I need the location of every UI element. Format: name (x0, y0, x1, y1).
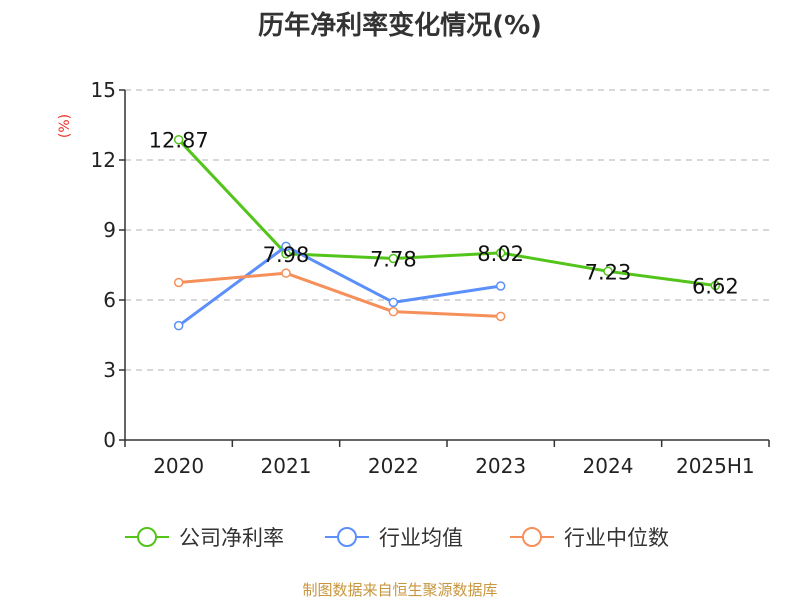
x-tick-label: 2024 (583, 454, 634, 478)
legend-marker-circle (137, 527, 157, 547)
data-point (495, 248, 506, 258)
legend-item: 行业均值 (325, 526, 463, 550)
data-label: 12.87 (149, 129, 209, 153)
data-label: 7.98 (263, 243, 310, 267)
data-label: 7.23 (585, 260, 632, 284)
chart-title: 历年净利率变化情况(%) (258, 10, 542, 41)
legend-label: 行业均值 (379, 526, 463, 550)
series-line (177, 244, 503, 328)
y-tick-label: 15 (91, 78, 116, 102)
x-tick-label: 2020 (153, 454, 204, 478)
data-labels: 12.87 7.98 7.78 8.02 7.23 6.62 (149, 129, 739, 299)
y-tick-label: 12 (91, 148, 116, 172)
data-point (495, 281, 506, 291)
legend-item: 行业中位数 (510, 526, 669, 550)
legend-label: 行业中位数 (564, 526, 669, 550)
x-tick-label: 2025H1 (676, 454, 755, 478)
data-point (388, 253, 399, 264)
data-label: 8.02 (477, 242, 524, 266)
legend-item: 公司净利率 (125, 526, 284, 550)
data-point (281, 241, 291, 252)
y-tick-label: 6 (103, 288, 116, 312)
x-tick-label: 2021 (261, 454, 312, 478)
legend-label: 公司净利率 (179, 526, 284, 550)
data-point (388, 297, 399, 308)
legend-marker-circle (522, 527, 542, 547)
series-lines (173, 134, 721, 331)
legend-marker-circle (337, 527, 357, 547)
data-point (710, 280, 721, 291)
x-tick-label: 2023 (475, 454, 526, 478)
legend: 公司净利率 行业均值 行业中位数 (125, 526, 669, 550)
series-line (177, 271, 503, 318)
data-source: 制图数据来自恒生聚源数据库 (302, 581, 497, 599)
series-line (177, 138, 717, 288)
data-point (173, 277, 184, 288)
data-point (173, 320, 184, 331)
grid-lines (125, 89, 769, 371)
y-tick-label: 3 (103, 358, 116, 382)
data-point (281, 268, 291, 278)
data-label: 6.62 (692, 275, 739, 299)
y-axis-unit: (%) (57, 114, 73, 138)
data-point (388, 306, 399, 317)
data-point (495, 311, 506, 322)
data-label: 7.78 (370, 247, 417, 271)
x-tick-label: 2022 (368, 454, 419, 478)
data-point (173, 134, 184, 145)
y-tick-label: 0 (103, 428, 116, 452)
data-point (603, 266, 613, 277)
axes: 0 3 6 9 12 15 2020 2021 2022 2023 2024 2025H1 (91, 78, 770, 478)
y-tick-label: 9 (103, 218, 116, 242)
